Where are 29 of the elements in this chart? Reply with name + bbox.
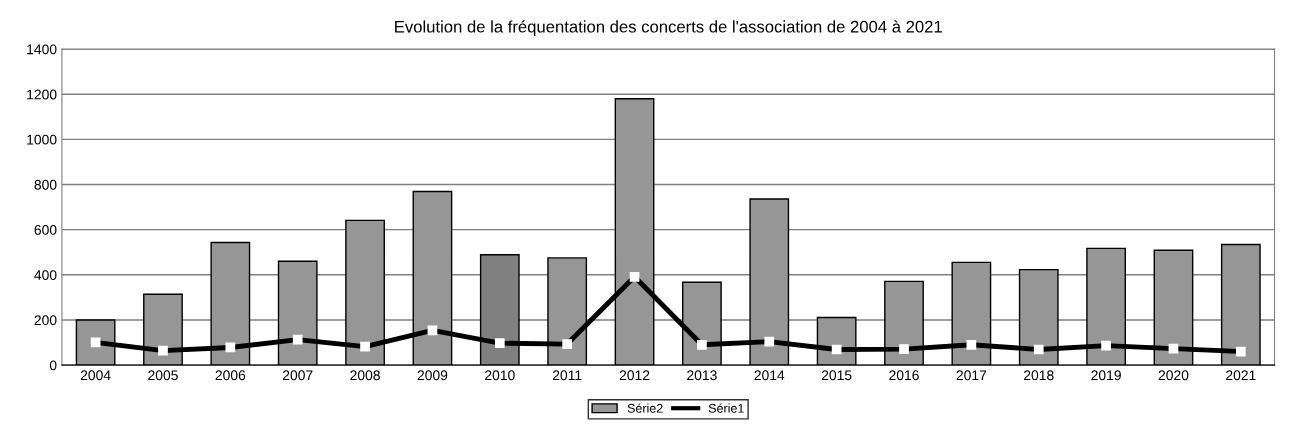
x-tick-label: 2009	[417, 370, 448, 381]
x-tick-label: 2008	[350, 370, 380, 381]
chart-title: Evolution de la fréquentation des concerts de l'association de 2004 à 2021	[395, 20, 942, 36]
y-tick-label: 800	[34, 179, 57, 190]
legend-label: Série1	[708, 403, 744, 413]
x-tick-label: 2011	[552, 370, 582, 381]
x-tick-label: 2014	[754, 370, 785, 381]
y-tick-label: 600	[34, 225, 57, 235]
y-tick-label: 1000	[27, 134, 57, 145]
x-tick-label: 2017	[956, 370, 987, 381]
x-tick-label: 2018	[1023, 370, 1054, 381]
x-tick-label: 2006	[215, 370, 246, 381]
x-tick-label: 2010	[485, 370, 515, 381]
y-tick-label: 1400	[27, 44, 57, 55]
x-tick-label: 2012	[619, 370, 650, 381]
x-tick-label: 2019	[1091, 370, 1121, 381]
x-tick-label: 2016	[889, 370, 919, 381]
x-tick-label: 2013	[687, 370, 717, 381]
y-tick-label: 200	[34, 315, 57, 326]
x-tick-label: 2020	[1158, 370, 1189, 381]
y-tick-label: 1200	[27, 89, 57, 100]
x-tick-label: 2004	[80, 370, 111, 381]
legend-label: Série2	[627, 403, 663, 413]
y-tick-label: 400	[34, 270, 57, 280]
y-tick-label: 0	[49, 360, 57, 371]
x-tick-label: 2007	[282, 370, 313, 381]
x-tick-label: 2015	[821, 370, 852, 381]
x-tick-label: 2021	[1226, 370, 1256, 381]
x-tick-label: 2005	[148, 370, 178, 381]
